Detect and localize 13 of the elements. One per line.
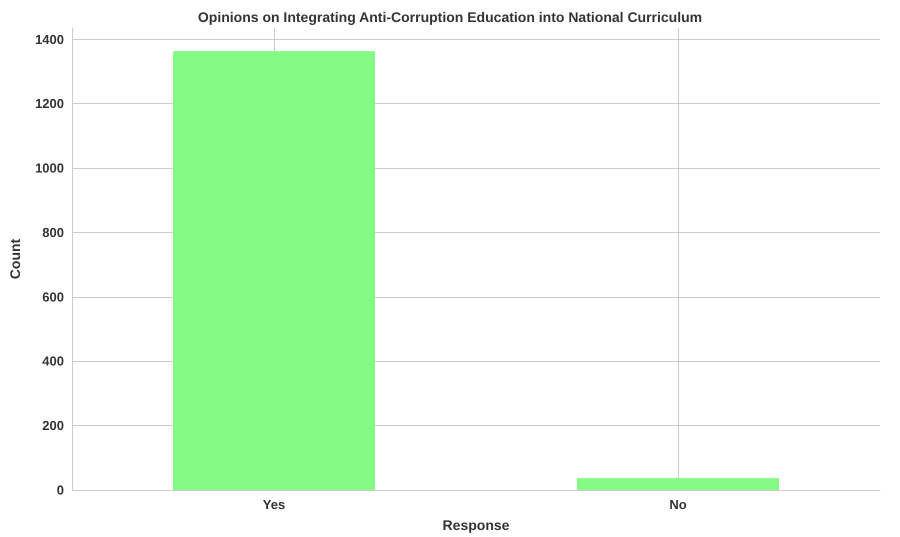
y-tick-label: 600 [42, 289, 64, 304]
y-tick-label: 0 [56, 482, 64, 498]
y-tick-label: 1400 [35, 32, 64, 47]
y-tick-label: 800 [42, 224, 64, 240]
y-tick-label: 1000 [35, 160, 64, 176]
y-tick-label: 1200 [35, 96, 64, 112]
x-tick-label: Yes [262, 497, 286, 512]
x-axis-title: Response [442, 517, 510, 533]
x-tick-label: No [669, 497, 687, 512]
chart-title: Opinions on Integrating Anti-Corruption Education into National Curriculum [198, 9, 702, 25]
y-tick-label: 400 [42, 354, 64, 369]
y-axis-title: Count [7, 238, 23, 280]
y-tick-label: 200 [42, 418, 64, 434]
